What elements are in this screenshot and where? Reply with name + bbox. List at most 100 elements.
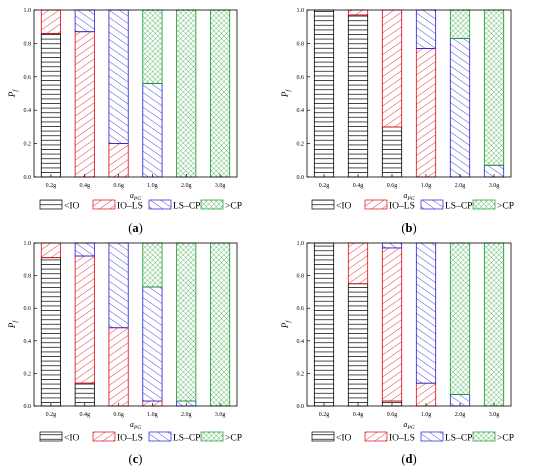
x-tick-label: 3.0g [489, 412, 500, 418]
bar-segment-0.4g-series0 [347, 283, 369, 407]
legend-swatch-series3 [472, 199, 496, 210]
x-tick-label: 2.0g [181, 183, 192, 189]
plot-frame [306, 242, 512, 407]
legend-swatch-series0 [39, 431, 63, 442]
x-axis-label: aPG [130, 420, 141, 431]
legend-swatch-series2 [148, 199, 172, 210]
legend-swatch-series1 [364, 431, 388, 442]
legend-label-series2: LS–CP [445, 202, 472, 212]
legend-swatch-series1 [92, 199, 116, 210]
legend-swatch-series1 [364, 199, 388, 210]
x-tick-label: 2.0g [455, 183, 466, 189]
panel-label: (c) [129, 452, 143, 466]
y-tick-label: 0.6 [297, 75, 305, 81]
bar-segment-0.4g-series2 [74, 242, 95, 257]
bar-segment-0.4g-series1 [347, 242, 369, 285]
y-axis-label: Pf [7, 320, 19, 330]
legend-label-series2: LS–CP [173, 434, 200, 444]
panel-label: (a) [128, 221, 143, 235]
x-tick-label: 3.0g [215, 183, 226, 189]
x-axis-label: aPG [403, 420, 414, 431]
y-tick-label: 0.2 [297, 142, 305, 148]
bar-segment-0.6g-series2 [108, 242, 129, 329]
bar-segment-0.6g-series1 [381, 9, 403, 128]
bar-segment-0.2g-series0 [313, 9, 335, 178]
y-tick-label: 0.8 [24, 41, 32, 47]
x-tick-label: 1.0g [421, 183, 432, 189]
bar-segment-2.0g-series3 [176, 9, 197, 178]
bar-segment-0.2g-series1 [40, 9, 61, 34]
y-tick-label: 1.0 [297, 8, 305, 14]
legend-swatch-series3 [200, 431, 224, 442]
legend-label-series2: LS–CP [445, 434, 472, 444]
legend-label-series1: IO–LS [389, 434, 415, 444]
x-tick-label: 1.0g [147, 412, 158, 418]
x-tick-label: 0.4g [353, 183, 364, 189]
y-tick-label: 1.0 [24, 241, 32, 247]
bar-segment-3.0g-series3 [210, 9, 231, 178]
legend-label-series1: IO–LS [117, 434, 143, 444]
bar-segment-1.0g-series3 [142, 9, 163, 84]
bar-segment-0.4g-series0 [74, 382, 95, 407]
y-tick-label: 1.0 [297, 241, 305, 247]
x-axis-label: aPG [130, 191, 141, 202]
y-tick-label: 0.4 [24, 108, 32, 114]
bar-segment-2.0g-series3 [176, 242, 197, 402]
legend-label-series1: IO–LS [117, 202, 143, 212]
x-tick-label: 0.6g [113, 412, 124, 418]
bar-segment-0.6g-series1 [108, 143, 129, 178]
x-tick-label: 0.6g [387, 412, 398, 418]
legend-label-series1: IO–LS [389, 202, 415, 212]
bar-segment-2.0g-series3 [449, 9, 471, 39]
plot-frame [306, 9, 512, 178]
legend-swatch-series1 [92, 431, 116, 442]
bar-segment-1.0g-series2 [415, 242, 437, 384]
legend-label-series3: >CP [497, 202, 514, 212]
bar-segment-3.0g-series3 [210, 242, 231, 407]
y-tick-label: 0.8 [24, 274, 32, 280]
legend: <IO IO–LS LS–CP >CP [311, 199, 514, 212]
x-tick-label: 0.2g [46, 183, 57, 189]
legend-swatch-series2 [148, 431, 172, 442]
bar-segment-0.2g-series0 [40, 32, 61, 178]
y-tick-label: 0.6 [24, 75, 32, 81]
bar-segment-0.6g-series1 [381, 247, 403, 402]
bar-segment-1.0g-series1 [415, 48, 437, 178]
chart-panel-d: 0.0 0.2 0.4 0.6 0.8 1.0 0.2g 0.4g 0.6g 1.0g 2.0g 3.… [280, 241, 514, 466]
x-tick-label: 0.4g [80, 183, 91, 189]
y-tick-label: 0.8 [297, 274, 305, 280]
x-tick-label: 0.2g [319, 412, 330, 418]
bar-segment-3.0g-series3 [483, 242, 505, 407]
legend: <IO IO–LS LS–CP >CP [39, 431, 242, 444]
x-tick-label: 0.6g [113, 183, 124, 189]
x-axis-label: aPG [403, 191, 414, 202]
legend-swatch-series0 [39, 199, 63, 210]
y-tick-label: 0.4 [24, 339, 32, 345]
y-tick-label: 0.0 [24, 404, 32, 410]
bar-segment-1.0g-series2 [142, 83, 163, 178]
legend-label-series0: <IO [336, 434, 352, 444]
bar-segment-0.6g-series0 [381, 126, 403, 178]
bar-segment-1.0g-series2 [415, 9, 437, 49]
legend: <IO IO–LS LS–CP >CP [39, 199, 242, 212]
x-tick-label: 3.0g [215, 412, 226, 418]
chart-panel-b: 0.0 0.2 0.4 0.6 0.8 1.0 0.2g 0.4g 0.6g 1.0g 2.0g 3.… [280, 8, 514, 235]
legend-label-series3: >CP [225, 434, 242, 444]
x-tick-label: 0.2g [46, 412, 57, 418]
legend-swatch-series0 [311, 199, 335, 210]
legend-label-series2: LS–CP [173, 202, 200, 212]
y-axis-label: Pf [280, 89, 292, 99]
x-tick-label: 0.6g [387, 183, 398, 189]
legend: <IO IO–LS LS–CP >CP [311, 431, 514, 444]
panel-label: (d) [401, 452, 416, 466]
legend-label-series0: <IO [336, 202, 352, 212]
y-tick-label: 0.2 [24, 371, 32, 377]
x-tick-label: 0.4g [80, 412, 91, 418]
bar-segment-0.4g-series1 [347, 9, 369, 16]
legend-swatch-series2 [420, 199, 444, 210]
legend-swatch-series0 [311, 431, 335, 442]
x-tick-label: 2.0g [455, 412, 466, 418]
bar-segment-0.2g-series0 [40, 257, 61, 407]
legend-swatch-series3 [200, 199, 224, 210]
y-axis-label: Pf [280, 320, 292, 330]
